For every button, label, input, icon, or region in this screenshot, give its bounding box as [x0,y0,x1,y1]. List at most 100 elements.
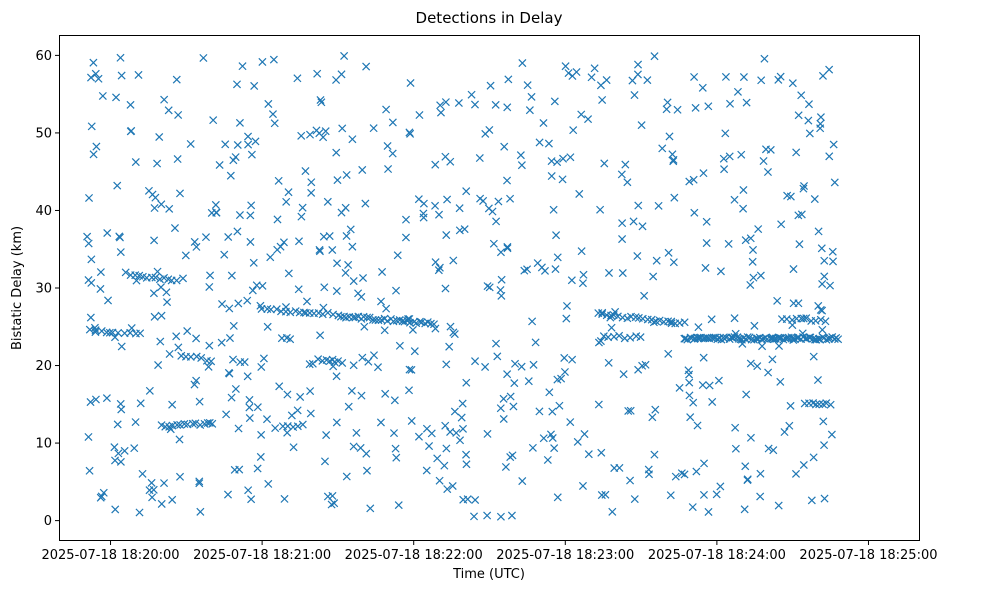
noise-point-330 [306,409,315,418]
noise-point-404 [507,511,516,520]
noise-point-123 [307,188,316,197]
noise-point-565 [235,211,244,220]
noise-point-475 [641,360,650,369]
noise-point-173 [491,339,501,348]
noise-point-340 [448,481,457,491]
y-tick-label-6: 60 [35,49,52,64]
noise-point-250 [508,451,517,460]
noise-point-411 [540,266,550,275]
noise-point-60 [373,363,383,372]
noise-point-240 [328,245,337,255]
track-8-point-910 [788,315,797,325]
noise-point-103 [431,258,440,267]
noise-point-674 [664,248,673,257]
track-5-point-800 [415,317,424,326]
noise-point-51 [618,235,627,244]
noise-point-362 [110,333,120,342]
noise-point-510 [756,271,765,280]
track-8-point-917 [821,317,830,326]
x-tick-label-4: 2025-07-18 18:24:00 [648,548,786,563]
track-7-point-828 [680,334,689,343]
noise-point-237 [275,382,284,391]
noise-point-577 [157,200,166,209]
noise-point-580 [594,338,603,347]
noise-point-496 [650,52,659,61]
noise-point-253 [382,105,391,114]
noise-point-413 [797,91,806,100]
noise-point-184 [528,443,537,452]
noise-point-302 [457,413,466,422]
noise-point-420 [483,429,492,438]
noise-point-181 [301,167,310,176]
noise-point-235 [702,217,711,226]
noise-point-662 [205,282,214,292]
noise-point-613 [443,485,452,494]
noise-point-188 [94,74,103,83]
noise-point-352 [376,418,385,427]
noise-point-391 [356,443,365,452]
noise-point-128 [489,239,498,248]
track-3-point-748 [180,419,189,428]
noise-point-199 [746,359,755,368]
noise-point-525 [283,390,292,399]
noise-point-446 [719,154,728,163]
noise-point-245 [102,394,111,403]
noise-point-217 [518,477,527,486]
noise-point-47 [84,276,93,285]
noise-point-432 [456,436,465,445]
noise-point-504 [820,272,829,281]
noise-point-562 [543,455,552,465]
noise-point-442 [276,242,285,251]
track-6-point-824 [667,317,676,326]
noise-point-37 [685,177,694,186]
noise-point-412 [733,87,742,96]
noise-point-459 [786,192,795,201]
noise-point-647 [414,432,423,441]
noise-point-435 [393,251,402,260]
x-tick-label-2: 2025-07-18 18:22:00 [345,548,483,563]
noise-point-28 [742,98,751,107]
noise-point-175 [817,244,826,253]
noise-point-25 [257,430,266,439]
noise-point-244 [422,466,431,475]
noise-point-559 [151,193,160,202]
noise-point-309 [721,72,730,81]
noise-point-356 [577,110,586,119]
noise-point-92 [401,215,411,224]
noise-point-532 [204,362,213,371]
noise-point-239 [756,492,765,501]
noise-point-505 [111,505,120,514]
track-7-point-907 [834,335,843,344]
noise-point-299 [758,342,767,351]
noise-point-600 [805,129,814,138]
noise-point-448 [120,446,129,455]
noise-point-19 [531,338,540,347]
track-11-point-940 [207,357,216,366]
noise-point-125 [669,258,678,267]
noise-point-591 [83,232,92,241]
noise-point-83 [730,195,739,204]
noise-point-660 [816,124,825,133]
noise-point-514 [827,430,836,439]
noise-point-517 [244,486,253,495]
noise-point-695 [407,365,416,374]
track-1-point-722 [97,327,106,336]
noise-point-555 [637,121,646,130]
noise-point-167 [594,400,603,409]
noise-point-612 [153,159,162,168]
track-2-point-735 [147,273,156,282]
noise-point-86 [497,275,506,284]
y-tick-label-2: 20 [35,359,52,374]
track-4-point-770 [323,308,332,317]
noise-point-74 [664,349,673,358]
noise-point-164 [633,252,642,261]
noise-point-293 [352,428,361,437]
noise-point-221 [700,459,709,468]
noise-point-430 [483,511,492,520]
noise-point-186 [243,296,252,305]
noise-point-294 [238,62,247,71]
noise-point-705 [725,152,734,161]
noise-point-640 [349,277,358,286]
noise-point-563 [116,248,125,257]
noise-point-315 [212,208,221,217]
